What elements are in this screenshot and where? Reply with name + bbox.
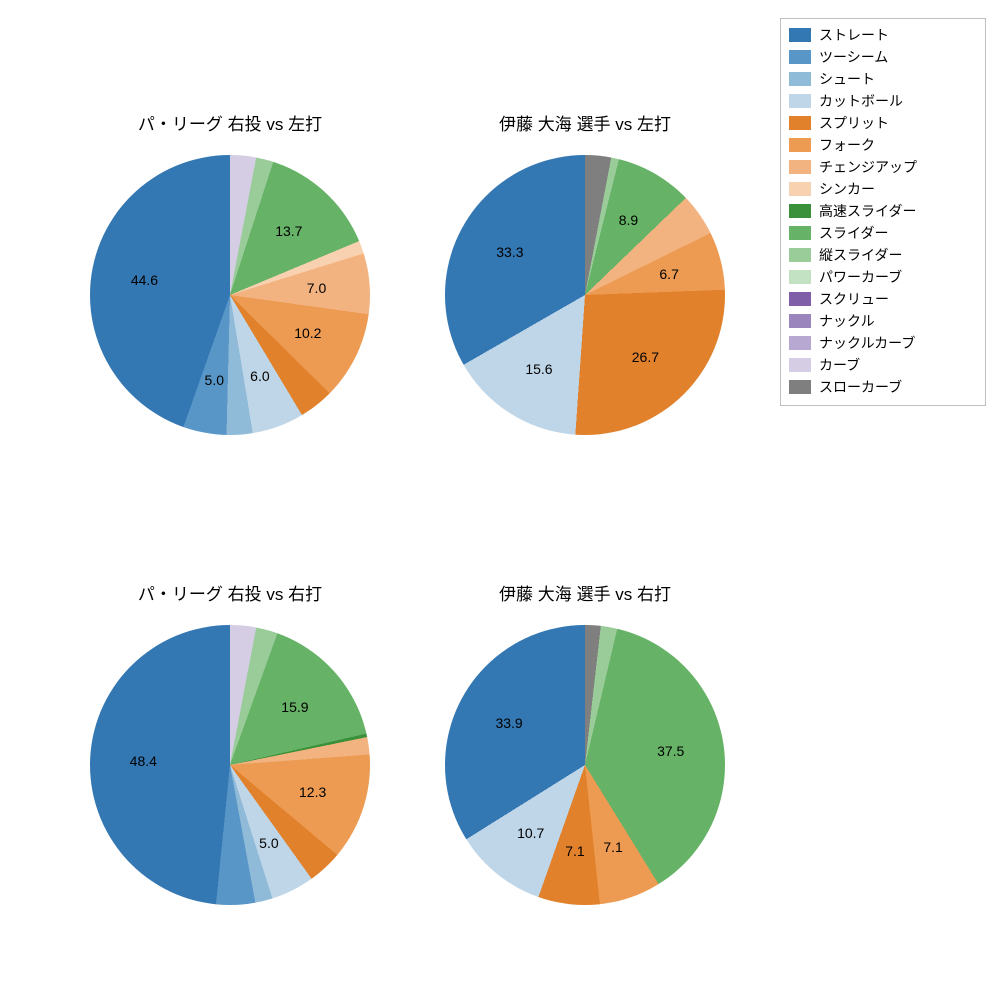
- legend-item: ナックルカーブ: [789, 333, 977, 353]
- legend-label: チェンジアップ: [819, 157, 917, 177]
- legend-swatch: [789, 182, 811, 196]
- legend-swatch: [789, 50, 811, 64]
- legend-label: ナックルカーブ: [819, 333, 915, 353]
- pie-bottom-left: 48.45.012.315.9: [90, 625, 370, 905]
- legend-label: スライダー: [819, 223, 888, 243]
- legend-item: パワーカーブ: [789, 267, 977, 287]
- chart-title-bottom-left: パ・リーグ 右投 vs 右打: [70, 580, 390, 605]
- legend-label: ストレート: [819, 25, 889, 45]
- legend-swatch: [789, 28, 811, 42]
- legend-label: 高速スライダー: [819, 201, 916, 221]
- pie-disc: [445, 625, 725, 905]
- legend-item: カーブ: [789, 355, 977, 375]
- legend-swatch: [789, 204, 811, 218]
- legend-item: チェンジアップ: [789, 157, 977, 177]
- legend-label: シュート: [819, 69, 875, 89]
- legend-swatch: [789, 116, 811, 130]
- pie-top-left: 44.65.06.010.27.013.7: [90, 155, 370, 435]
- legend-item: スクリュー: [789, 289, 977, 309]
- legend-label: パワーカーブ: [819, 267, 902, 287]
- pie-top-right: 33.315.626.76.78.9: [445, 155, 725, 435]
- legend-swatch: [789, 226, 811, 240]
- pie-disc: [445, 155, 725, 435]
- chart-title-top-right: 伊藤 大海 選手 vs 左打: [425, 110, 745, 135]
- chart-title-top-left: パ・リーグ 右投 vs 左打: [70, 110, 390, 135]
- chart-title-bottom-right: 伊藤 大海 選手 vs 右打: [425, 580, 745, 605]
- legend-label: ツーシーム: [819, 47, 888, 67]
- legend-item: スライダー: [789, 223, 977, 243]
- legend-label: カーブ: [819, 355, 860, 375]
- legend-item: シュート: [789, 69, 977, 89]
- legend-swatch: [789, 380, 811, 394]
- legend-item: スローカーブ: [789, 377, 977, 397]
- legend-item: ナックル: [789, 311, 977, 331]
- legend-swatch: [789, 270, 811, 284]
- legend-label: フォーク: [819, 135, 875, 155]
- legend-label: スローカーブ: [819, 377, 902, 397]
- pie-disc: [90, 155, 370, 435]
- legend-item: 高速スライダー: [789, 201, 977, 221]
- legend-swatch: [789, 314, 811, 328]
- legend-item: ツーシーム: [789, 47, 977, 67]
- legend-item: ストレート: [789, 25, 977, 45]
- legend-item: シンカー: [789, 179, 977, 199]
- legend-label: シンカー: [819, 179, 875, 199]
- legend-label: ナックル: [819, 311, 875, 331]
- legend-label: スプリット: [819, 113, 889, 133]
- pie-bottom-right: 33.910.77.17.137.5: [445, 625, 725, 905]
- legend-swatch: [789, 336, 811, 350]
- legend-item: カットボール: [789, 91, 977, 111]
- legend-label: カットボール: [819, 91, 903, 111]
- legend-item: 縦スライダー: [789, 245, 977, 265]
- legend-swatch: [789, 160, 811, 174]
- legend-item: スプリット: [789, 113, 977, 133]
- legend: ストレートツーシームシュートカットボールスプリットフォークチェンジアップシンカー…: [780, 18, 986, 406]
- legend-swatch: [789, 138, 811, 152]
- legend-swatch: [789, 292, 811, 306]
- legend-item: フォーク: [789, 135, 977, 155]
- legend-swatch: [789, 72, 811, 86]
- legend-label: 縦スライダー: [819, 245, 902, 265]
- legend-swatch: [789, 248, 811, 262]
- pie-disc: [90, 625, 370, 905]
- figure: パ・リーグ 右投 vs 左打 44.65.06.010.27.013.7 伊藤 大海…: [0, 0, 1000, 1000]
- legend-swatch: [789, 94, 811, 108]
- legend-swatch: [789, 358, 811, 372]
- legend-label: スクリュー: [819, 289, 889, 309]
